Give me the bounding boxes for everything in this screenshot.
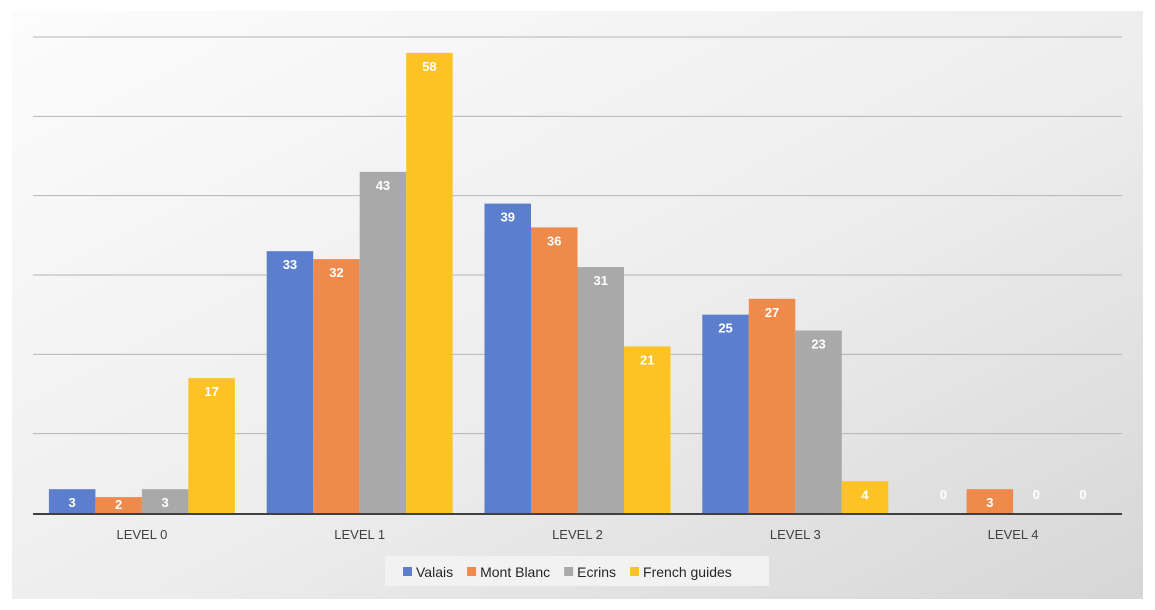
data-label: 4: [861, 487, 869, 502]
data-label: 23: [811, 337, 825, 352]
legend-swatch: [467, 567, 477, 576]
data-label: 2: [115, 497, 122, 512]
data-label: 25: [718, 321, 732, 336]
data-label: 32: [329, 265, 343, 280]
data-label: 17: [204, 384, 218, 399]
bar: [484, 203, 531, 513]
bar: [313, 259, 360, 513]
bar: [531, 227, 578, 513]
legend-swatch: [630, 567, 640, 576]
legend-item-label: Valais: [416, 564, 453, 580]
data-label: 27: [765, 305, 779, 320]
bar: [702, 314, 749, 513]
bar: [406, 52, 453, 513]
x-tick-label: LEVEL 2: [552, 527, 603, 542]
bar: [748, 298, 796, 513]
bar: [141, 489, 189, 513]
bar: [577, 267, 624, 513]
bar: [795, 330, 842, 513]
legend-item-label: Mont Blanc: [480, 564, 550, 580]
bar: [359, 171, 407, 513]
x-tick-label: LEVEL 1: [334, 527, 385, 542]
legend-item-label: Ecrins: [577, 564, 616, 580]
legend-box: [385, 556, 769, 586]
x-tick-label: LEVEL 4: [988, 527, 1039, 542]
data-label: 21: [640, 352, 654, 367]
bar: [188, 378, 235, 513]
x-tick-label: LEVEL 0: [116, 527, 167, 542]
legend-item-label: French guides: [643, 564, 732, 580]
bar: [266, 251, 314, 513]
bar: [841, 481, 889, 513]
data-label: 31: [594, 273, 608, 288]
data-label: 3: [162, 495, 169, 510]
data-label: 0: [1079, 487, 1086, 502]
bar: [48, 489, 96, 513]
legend: Valais Mont Blanc Ecrins French guides: [385, 556, 769, 586]
data-label: 33: [283, 257, 297, 272]
bar: [966, 489, 1014, 513]
data-label: 43: [376, 178, 390, 193]
data-label: 0: [1033, 487, 1040, 502]
data-label: 0: [940, 487, 947, 502]
data-label: 36: [547, 233, 561, 248]
data-label: 3: [986, 495, 993, 510]
chart-frame: 3 2 3 17 33 32 43 58 39 36 31 21 25 27 23 4 0 3 0 0 LEVEL 0…: [12, 11, 1143, 599]
data-label: 3: [69, 495, 76, 510]
bar: [95, 497, 142, 513]
legend-swatch: [564, 567, 574, 576]
x-axis: LEVEL 0 LEVEL 1 LEVEL 2 LEVEL 3 LEVEL 4: [33, 513, 1122, 542]
data-label: 39: [501, 210, 515, 225]
bar: [624, 346, 671, 513]
data-label: 58: [422, 59, 436, 74]
bars: [48, 52, 1014, 513]
legend-swatch: [403, 567, 412, 576]
x-tick-label: LEVEL 3: [770, 527, 821, 542]
